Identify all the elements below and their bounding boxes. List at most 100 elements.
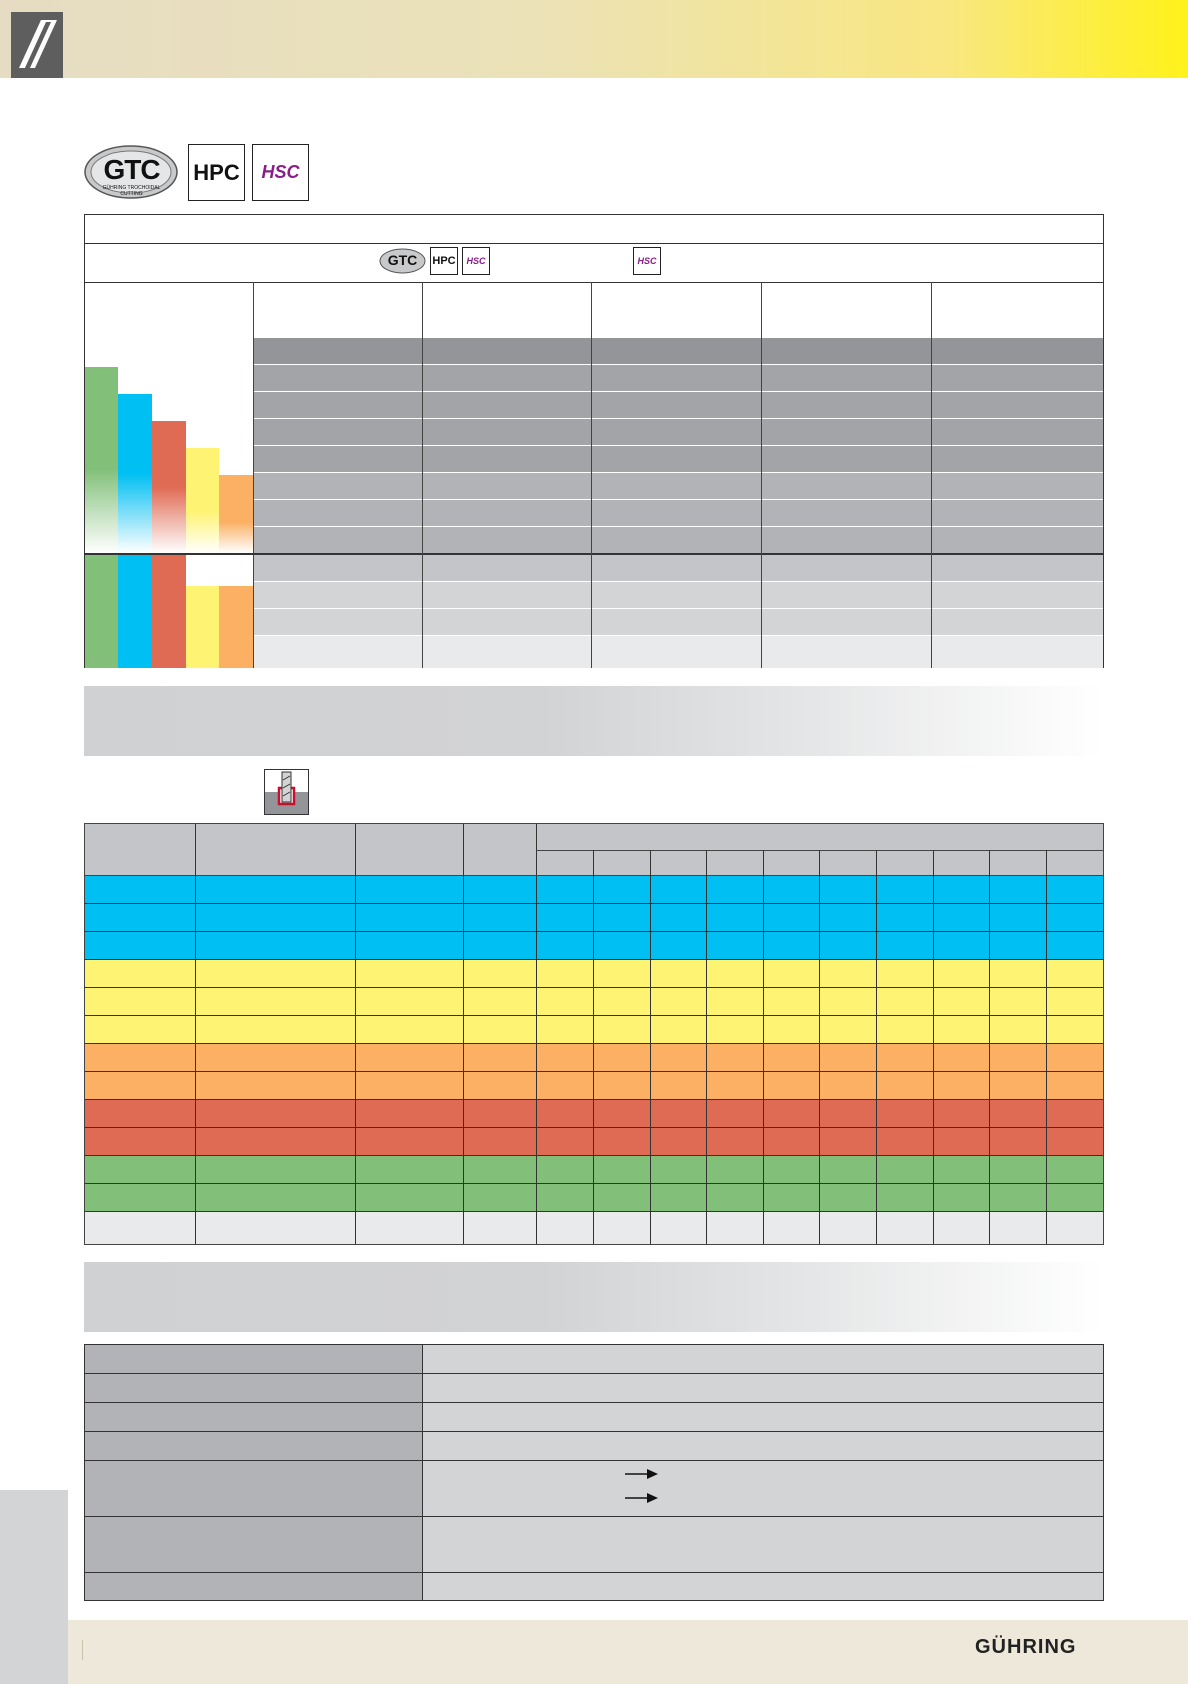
col-divider [195,876,196,1244]
grid-row [254,473,1103,500]
row-divider [85,1402,1103,1403]
gtc-label-small: GTC [387,252,418,268]
grid-line [254,499,1103,500]
col-divider [195,824,196,875]
hpc-label-small: HPC [432,255,456,267]
header-band [0,0,1188,78]
col-divider [463,876,464,1244]
section-banner [84,686,1104,756]
footer-divider [82,1640,83,1660]
grid-row [254,419,1103,446]
grid-row [254,609,1103,636]
col-divider [463,824,464,875]
cutting-data-header [84,823,1104,877]
hsc-label-small: HSC [466,256,486,266]
col-divider [1046,850,1047,877]
bar-orange [219,475,253,553]
cutting-data-body [84,876,1104,1245]
logo-mark-icon [11,12,63,78]
grid-row [254,338,1103,365]
col-divider [989,876,990,1244]
table-row [85,988,1103,1016]
col-divider [819,876,820,1244]
end-mill-slot-icon [264,769,309,815]
grid-row [254,582,1103,609]
col-divider [1046,876,1047,1244]
bar-red [152,421,186,553]
grid-row [254,500,1103,527]
specifications-table [84,1344,1104,1601]
gtc-caption: GÜHRING TROCHOIDAL CUTTING [102,185,161,197]
section-divider [85,553,1103,555]
grid-row [254,365,1103,392]
bar-green-lower [85,555,118,668]
row-divider [85,1572,1103,1573]
section-banner [84,1262,1104,1332]
col-divider [650,850,651,877]
hsc-badge: HSC [252,144,309,201]
grid-line [254,445,1103,446]
grid-row [254,555,1103,582]
gtc-label: GTC [103,154,160,185]
grid-row [254,527,1103,554]
col-divider [536,876,537,1244]
col-divider [355,876,356,1244]
hsc-badge-small: HSC [462,247,490,275]
grid-line [254,608,1103,609]
grid-line [254,581,1103,582]
grid-row [254,446,1103,473]
grid-row [254,636,1103,668]
col-divider [876,850,877,877]
table-row [85,904,1103,932]
table-row [85,1156,1103,1184]
row-divider [85,1460,1103,1461]
table-row [85,1016,1103,1044]
table-row [85,876,1103,904]
bar-yellow [186,448,219,553]
col-divider [422,338,423,668]
bar-yellow-lower [186,586,219,668]
col-divider [650,876,651,1244]
brand-logo: GÜHRING [975,1636,1077,1658]
hsc-label: HSC [261,162,300,182]
col-divider [706,876,707,1244]
col-divider [591,338,592,668]
label-column [85,1345,422,1600]
bar-blue [118,394,152,553]
table-row [85,1128,1103,1156]
table-row [85,1212,1103,1244]
col-divider [989,850,990,877]
gtc-badge-small: GTC [379,248,426,274]
bar-blue-lower [118,555,152,668]
hsc-badge-small-2: HSC [633,247,661,275]
table-row [85,960,1103,988]
row-divider [85,1431,1103,1432]
arrow-right-icon [625,1467,659,1485]
col-divider [819,850,820,877]
grid-line [254,418,1103,419]
material-table: GTC HPC HSC HSC [84,214,1104,668]
hsc-label-small-2: HSC [637,256,657,266]
grid-line [254,526,1103,527]
table-row [85,1044,1103,1072]
grid-line [254,635,1103,636]
col-divider [931,338,932,668]
row-divider [85,1373,1103,1374]
col-divider [355,824,356,875]
col-divider [536,824,537,875]
divider [85,243,1103,244]
col-divider [933,876,934,1244]
hpc-badge: HPC [188,144,245,201]
grid-line [254,364,1103,365]
hpc-label: HPC [193,159,240,185]
col-divider [763,876,764,1244]
col-divider [763,850,764,877]
grid-line [254,472,1103,473]
arrow-right-icon [625,1491,659,1509]
col-divider [593,876,594,1244]
grid-line [254,391,1103,392]
table-row [85,1100,1103,1128]
divider [85,282,1103,283]
table-row [85,932,1103,960]
bar-green [85,367,118,553]
